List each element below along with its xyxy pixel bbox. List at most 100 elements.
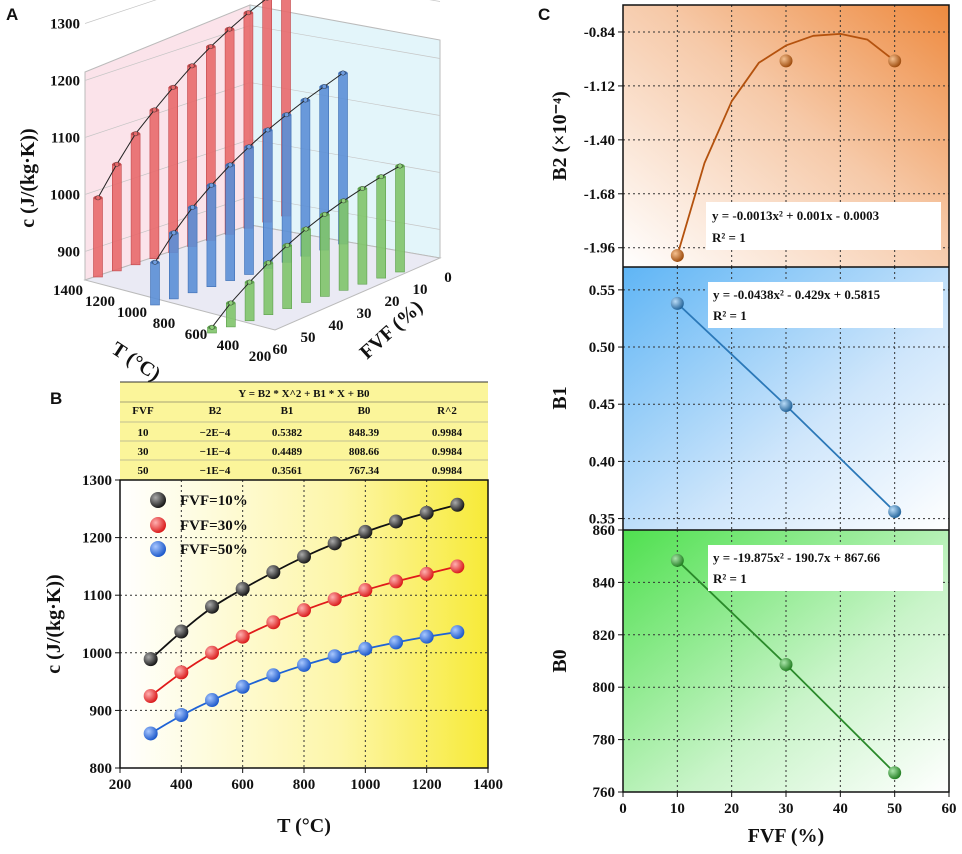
t-tick-label: 1200 (85, 294, 115, 310)
z-tick-label: 1300 (50, 17, 80, 33)
axis-ticks: 9001000110012001300140012001000800600400… (50, 17, 452, 366)
data-point (378, 174, 384, 180)
y-tick-label: 0.45 (589, 397, 615, 413)
gridlines (623, 5, 949, 793)
b1-equation-box: y = -0.0438x² - 0.429x + 0.5815 R² = 1 (708, 282, 943, 328)
y-tick-label: 800 (90, 761, 113, 777)
bar-fvf10 (168, 87, 178, 253)
table-cell: 0.3561 (272, 465, 302, 477)
y-tick-label: 760 (593, 785, 616, 801)
y-tick-label: 0.50 (589, 340, 615, 356)
table-cell: 0.4489 (272, 446, 303, 458)
data-point-FVF=30% (419, 566, 434, 581)
y-tick-label: -1.96 (584, 241, 616, 257)
bar-fvf30 (150, 261, 160, 306)
y-tick-label: 1000 (82, 646, 112, 662)
b1-equation-bg (708, 282, 943, 328)
data-point (227, 26, 233, 32)
table-header: FVF (132, 405, 154, 417)
x-tick-label: 1200 (412, 777, 442, 793)
data-point-FVF=50% (266, 668, 281, 683)
fvf-tick-label: 40 (329, 318, 344, 334)
data-point-C-B0 (888, 766, 902, 780)
x-tick-label: 400 (170, 777, 193, 793)
table-cell: −2E−4 (200, 427, 231, 439)
table-cells: FVF B2 B1 B0 R^2 10 −2E−4 0.5382 848.39 0.9984 30 −… (120, 401, 488, 477)
bar-fvf50 (357, 188, 368, 285)
data-point-FVF=10% (235, 581, 250, 596)
panel-label-b: B (50, 389, 62, 408)
z-tick-label: 1100 (51, 131, 80, 147)
fvf-tick-label: 50 (301, 330, 316, 346)
table-cell: 0.9984 (432, 465, 463, 477)
fvf-tick-label: 20 (385, 294, 400, 310)
bar-fvf50 (301, 228, 311, 303)
data-point (209, 324, 215, 330)
c-x-axis-title: FVF (%) (748, 825, 824, 847)
legend-label-10: FVF=10% (180, 493, 248, 509)
bar-fvf30 (244, 146, 254, 275)
t-tick-label: 200 (249, 349, 272, 365)
bar-fvf30 (262, 129, 273, 269)
data-point (284, 112, 290, 118)
x-axis-title: T (°C) (277, 815, 331, 837)
data-point (171, 230, 177, 236)
t-tick-label: 1000 (117, 305, 147, 321)
data-point (227, 162, 233, 168)
fvf-tick-label: 10 (413, 282, 428, 298)
data-point (95, 195, 101, 201)
b2-equation: y = -0.0013x² + 0.001x - 0.0003 (712, 208, 880, 223)
data-point-C-B2 (888, 54, 902, 68)
y-tick-label: 860 (593, 523, 616, 539)
data-point-FVF=30% (450, 559, 465, 574)
legend-marker-10 (150, 492, 166, 508)
bar-fvf30 (225, 164, 235, 281)
b2-axis-title: B2 (×10⁻⁴) (549, 91, 571, 181)
data-point-FVF=10% (419, 505, 434, 520)
table-cell: −1E−4 (200, 465, 231, 477)
bar-fvf30 (187, 207, 198, 294)
b1-axis-title: B1 (549, 386, 571, 409)
data-point-FVF=50% (205, 693, 219, 708)
table-cell: 0.9984 (432, 446, 463, 458)
data-point-FVF=50% (174, 708, 189, 723)
x-tick-label: 20 (724, 801, 739, 817)
data-point-FVF=30% (358, 583, 373, 598)
legend: FVF=10% FVF=30% FVF=50% (150, 492, 248, 558)
data-point-C-B1 (888, 505, 902, 519)
z-axis-title: c (J/(kg·K)) (17, 128, 39, 227)
bar-fvf10 (93, 197, 103, 278)
table-header: B2 (209, 405, 222, 417)
table-cell: 30 (138, 446, 150, 458)
data-point (151, 107, 157, 113)
y-axis-title: c (J/(kg·K)) (43, 574, 65, 673)
b0-axis-title: B0 (549, 649, 571, 672)
axis-ticks: 200 400 600 800 1000 1200 1400 800 900 1000 1100 12… (82, 473, 503, 793)
data-point-FVF=50% (389, 635, 403, 650)
b1-r2: R² = 1 (713, 308, 747, 323)
y-tick-label: 0.55 (589, 283, 615, 299)
t-tick-label: 600 (185, 327, 208, 343)
bar-fvf30 (281, 114, 292, 263)
y-tick-label: -1.12 (584, 79, 615, 95)
panel-c: -0.84 -1.12 -1.40 -1.68 -1.96 0.55 0.50 0.45 0.4… (549, 4, 957, 847)
data-point (152, 259, 158, 265)
table-cell: 0.5382 (272, 427, 303, 439)
data-point (321, 84, 327, 89)
t-tick-label: 800 (153, 316, 176, 332)
data-point (190, 204, 196, 210)
table-header: B1 (281, 405, 294, 417)
data-point-FVF=10% (205, 599, 219, 614)
x-tick-label: 50 (887, 801, 902, 817)
bar-fvf50 (376, 176, 387, 279)
x-tick-label: 40 (833, 801, 848, 817)
y-tick-label: 0.40 (589, 454, 615, 470)
table-header: B0 (358, 405, 371, 417)
data-point (114, 161, 120, 167)
table-cell: 10 (138, 427, 150, 439)
table-cell: 0.9984 (432, 427, 463, 439)
panel-label-c: C (538, 5, 550, 24)
data-point (340, 70, 346, 76)
table-cell: 767.34 (349, 465, 380, 477)
data-point (228, 300, 234, 306)
